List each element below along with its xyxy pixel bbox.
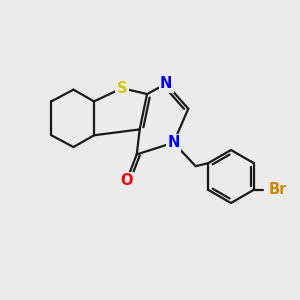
Text: O: O: [120, 173, 133, 188]
Text: N: N: [167, 135, 180, 150]
Text: Br: Br: [268, 182, 287, 197]
Text: S: S: [117, 81, 127, 96]
Text: N: N: [160, 76, 172, 91]
